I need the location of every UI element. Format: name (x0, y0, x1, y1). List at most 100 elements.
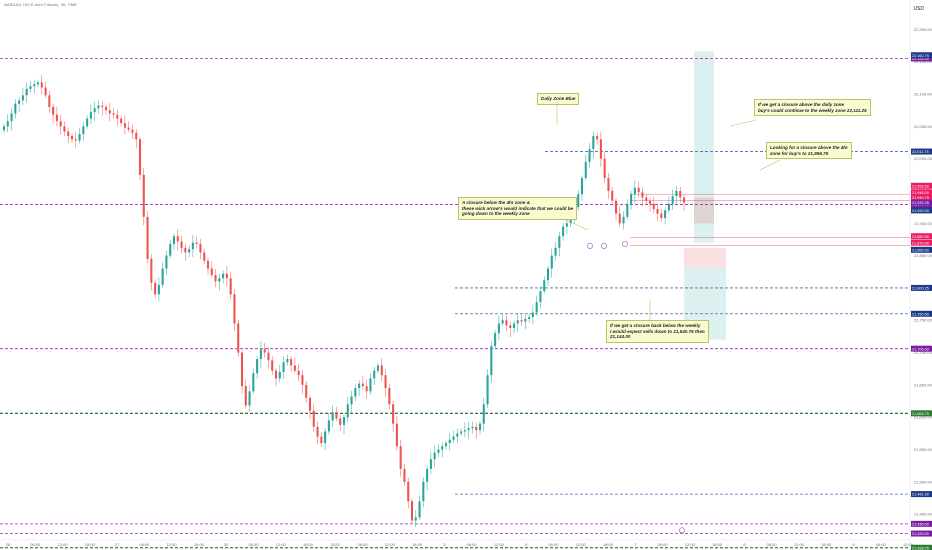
time-tick-label[interactable]: 12:00 (58, 542, 69, 547)
candle-body[interactable] (648, 200, 652, 204)
candle-body[interactable] (448, 439, 451, 444)
candle-body[interactable] (656, 209, 659, 214)
candle-body[interactable] (596, 136, 599, 140)
candle-body[interactable] (516, 320, 519, 324)
candle-body[interactable] (358, 383, 361, 389)
candle-body[interactable] (350, 396, 353, 405)
candle-body[interactable] (324, 431, 327, 444)
candle-body[interactable] (184, 247, 187, 253)
candle-body[interactable] (214, 275, 217, 282)
level-price-label[interactable]: 21,800.25 (912, 287, 929, 291)
arrow-marker-icon[interactable] (587, 243, 593, 249)
candle-body[interactable] (161, 268, 164, 285)
candle-body[interactable] (63, 126, 66, 132)
candle-body[interactable] (172, 236, 176, 244)
level-price-label[interactable]: 21,760.50 (912, 312, 929, 316)
candle-body[interactable] (52, 106, 55, 115)
candle-body[interactable] (70, 136, 74, 140)
candle-body[interactable] (308, 397, 312, 411)
candle-body[interactable] (376, 365, 380, 371)
candle-body[interactable] (342, 417, 346, 425)
time-tick-label[interactable]: 3 (443, 542, 446, 547)
candle-body[interactable] (222, 273, 225, 279)
note-weekly-sells[interactable]: If we get a closure back below the weekl… (606, 320, 709, 343)
candle-body[interactable] (497, 323, 500, 334)
candle-body[interactable] (199, 243, 202, 253)
candle-body[interactable] (120, 118, 123, 124)
candle-body[interactable] (135, 132, 138, 140)
candle-body[interactable] (501, 320, 504, 324)
candle-body[interactable] (305, 384, 308, 398)
candle-body[interactable] (108, 110, 111, 114)
side-price-label[interactable]: 21,920.00 (912, 209, 929, 213)
currency-label[interactable]: USD (913, 6, 924, 12)
candle-body[interactable] (40, 82, 43, 88)
price-tick-label[interactable]: 21,700.00 (914, 350, 932, 355)
time-tick-label[interactable]: 27 (115, 542, 120, 547)
arrow-marker-icon[interactable] (622, 241, 628, 247)
time-tick-label[interactable]: 30 (224, 542, 229, 547)
candle-body[interactable] (263, 349, 266, 353)
candle-body[interactable] (482, 404, 485, 424)
candle-body[interactable] (312, 410, 315, 427)
candle-body[interactable] (584, 161, 587, 179)
candle-body[interactable] (520, 320, 523, 322)
side-price-label[interactable]: 21,958.50 (912, 184, 929, 188)
note-daily-zone[interactable]: Daily Zone Blue (537, 93, 580, 105)
price-tick-label[interactable]: 21,600.00 (914, 415, 932, 420)
candle-body[interactable] (44, 87, 47, 96)
time-tick-label[interactable]: 06:00 (767, 542, 778, 547)
candle-body[interactable] (592, 136, 595, 149)
price-tick-label[interactable]: 21,550.00 (914, 447, 932, 452)
candle-body[interactable] (104, 106, 108, 111)
candle-body[interactable] (271, 360, 274, 371)
candle-body[interactable] (206, 260, 210, 269)
time-tick-label[interactable]: 12:00 (903, 542, 914, 547)
candle-body[interactable] (456, 433, 459, 437)
side-price-label[interactable]: 21,859.00 (912, 248, 929, 252)
candle-body[interactable] (150, 258, 153, 283)
candle-body[interactable] (373, 370, 376, 379)
time-tick-label[interactable]: 06:00 (548, 542, 559, 547)
candle-body[interactable] (293, 365, 296, 371)
candle-body[interactable] (531, 312, 534, 318)
candle-body[interactable] (259, 349, 262, 360)
candle-body[interactable] (256, 359, 259, 374)
candle-body[interactable] (614, 200, 618, 214)
candle-body[interactable] (354, 388, 357, 397)
time-tick-label[interactable]: 12:00 (494, 542, 505, 547)
candle-body[interactable] (599, 139, 602, 159)
level-price-label[interactable]: 22,155.00 (912, 57, 929, 61)
candle-body[interactable] (611, 190, 614, 201)
candle-body[interactable] (667, 203, 670, 211)
price-tick-label[interactable]: 22,000.00 (914, 156, 932, 161)
candle-body[interactable] (637, 187, 640, 193)
level-price-label[interactable]: 21,606.75 (912, 412, 929, 416)
side-price-label[interactable]: 21,870.00 (912, 241, 929, 245)
candle-body[interactable] (25, 88, 28, 96)
candle-body[interactable] (633, 187, 636, 195)
arrow-marker-icon[interactable] (601, 243, 607, 249)
candle-body[interactable] (618, 213, 621, 224)
arrow-marker-icon[interactable] (679, 527, 685, 534)
candle-body[interactable] (346, 404, 349, 418)
candle-body[interactable] (146, 216, 149, 259)
candle-body[interactable] (93, 108, 96, 113)
time-tick-label[interactable]: 12:00 (685, 542, 696, 547)
candle-body[interactable] (512, 323, 516, 328)
candle-body[interactable] (652, 203, 655, 210)
side-price-label[interactable]: 21,940.75 (912, 196, 929, 200)
candle-body[interactable] (441, 446, 444, 450)
candle-body[interactable] (248, 391, 251, 406)
candle-body[interactable] (546, 268, 550, 281)
candle-body[interactable] (240, 352, 244, 387)
candle-body[interactable] (82, 126, 85, 135)
level-price-label[interactable]: 21,435.00 (912, 522, 929, 526)
candle-body[interactable] (180, 241, 183, 248)
time-tick-label[interactable]: 06:00 (467, 542, 478, 547)
candle-body[interactable] (607, 178, 610, 191)
candle-body[interactable] (494, 333, 497, 347)
candle-body[interactable] (414, 517, 417, 521)
candle-body[interactable] (2, 126, 6, 131)
